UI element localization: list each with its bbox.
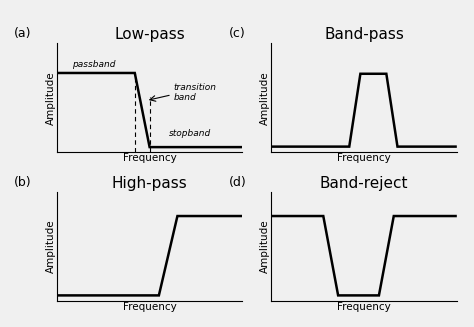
Text: passband: passband [72,60,116,69]
X-axis label: Frequency: Frequency [123,302,176,312]
Text: (c): (c) [228,27,246,40]
X-axis label: Frequency: Frequency [337,153,391,164]
Title: High-pass: High-pass [112,176,188,191]
Y-axis label: Amplitude: Amplitude [46,71,55,125]
Text: (b): (b) [14,176,32,189]
Y-axis label: Amplitude: Amplitude [46,220,55,273]
Text: stopband: stopband [169,129,211,138]
Text: transition
band: transition band [173,83,217,102]
X-axis label: Frequency: Frequency [337,302,391,312]
Title: Low-pass: Low-pass [114,27,185,42]
X-axis label: Frequency: Frequency [123,153,176,164]
Title: Band-pass: Band-pass [324,27,404,42]
Text: (d): (d) [228,176,246,189]
Title: Band-reject: Band-reject [320,176,408,191]
Y-axis label: Amplitude: Amplitude [260,71,270,125]
Y-axis label: Amplitude: Amplitude [260,220,270,273]
Text: (a): (a) [14,27,32,40]
